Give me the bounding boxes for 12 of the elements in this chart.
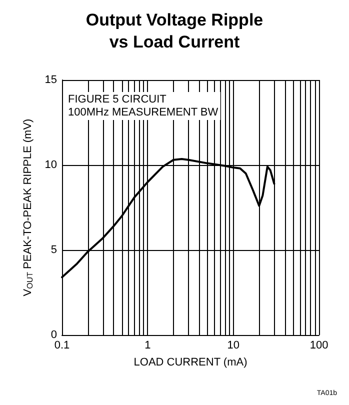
x-tick-label: 100 (310, 340, 328, 352)
y-tick-label: 15 (44, 74, 57, 86)
y-tick-label: 5 (50, 244, 57, 256)
chart-title: Output Voltage Ripple vs Load Current (86, 10, 264, 52)
annotation: FIGURE 5 CIRCUIT 100MHz MEASUREMENT BW (68, 94, 219, 118)
y-tick-label: 0 (50, 329, 57, 341)
x-tick-label: 1 (144, 340, 151, 352)
x-tick-label: 10 (227, 340, 240, 352)
x-axis-title: LOAD CURRENT (mA) (134, 356, 248, 368)
x-tick-label: 0.1 (54, 340, 70, 352)
y-axis-title: VOUT PEAK-TO-PEAK RIPPLE (mV) (22, 118, 34, 296)
y-tick-label: 10 (44, 159, 57, 171)
